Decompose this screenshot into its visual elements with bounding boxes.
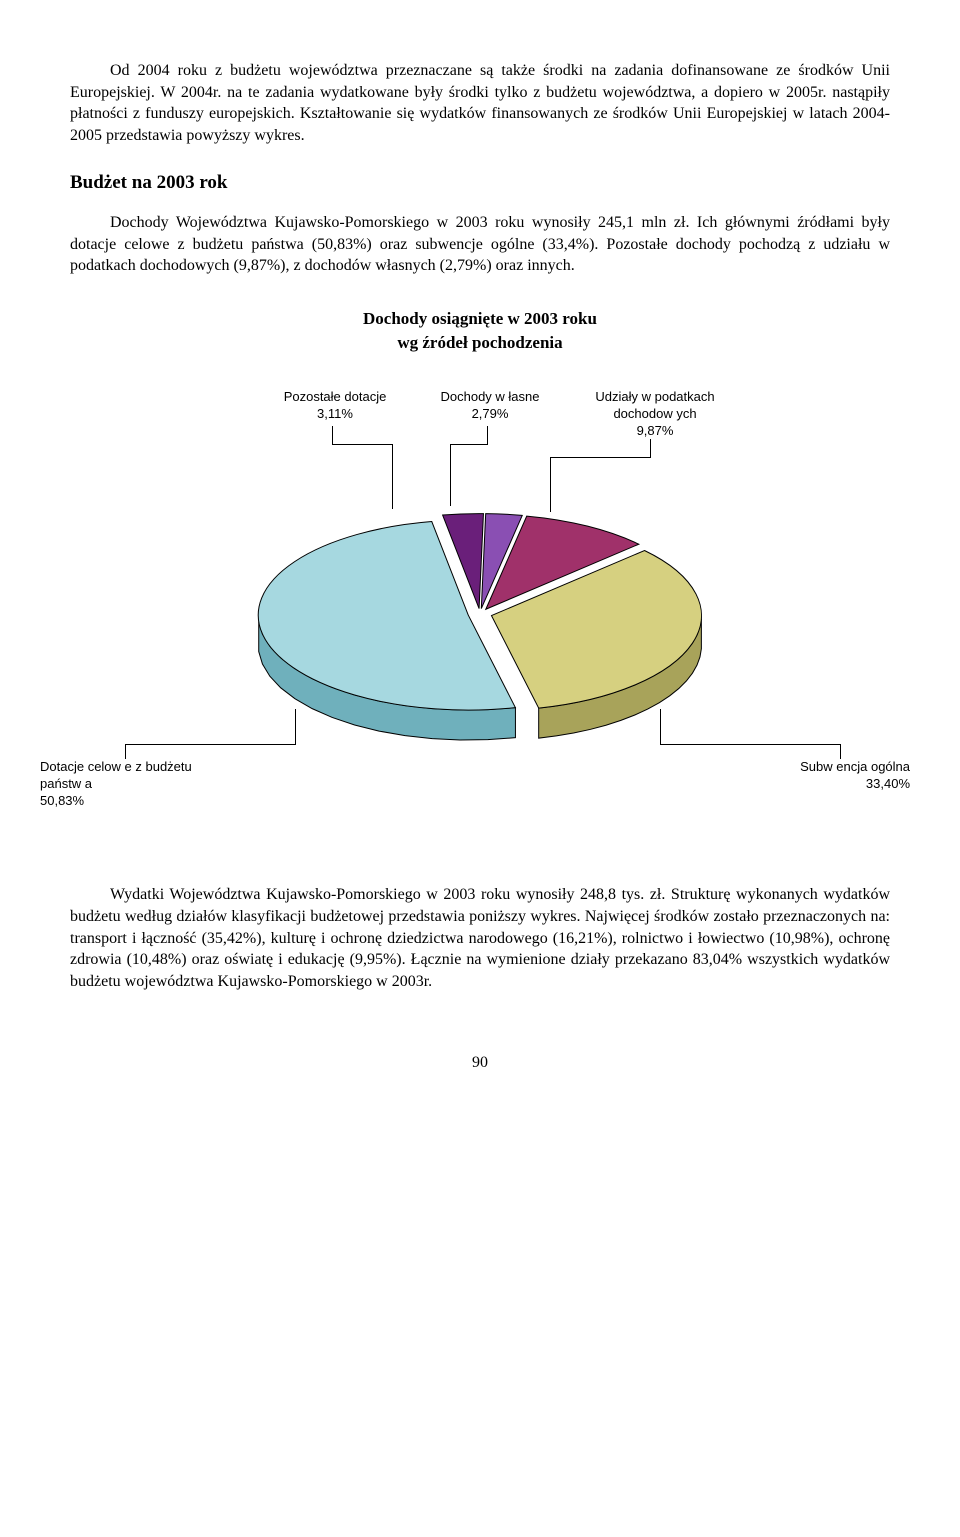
section-heading: Budżet na 2003 rok: [70, 170, 890, 196]
leader-line: [450, 444, 488, 445]
intro-paragraph: Od 2004 roku z budżetu województwa przez…: [70, 60, 890, 146]
leader-line: [487, 426, 488, 444]
leader-line: [660, 744, 841, 745]
leader-line: [125, 744, 295, 745]
expenses-paragraph: Wydatki Województwa Kujawsko-Pomorskiego…: [70, 884, 890, 992]
leader-line: [295, 709, 296, 745]
pie-svg-wrap: [230, 504, 730, 771]
leader-line: [332, 426, 333, 444]
chart-title: Dochody osiągnięte w 2003 roku wg źródeł…: [70, 307, 890, 355]
leader-line: [450, 444, 451, 506]
budget-paragraph: Dochody Województwa Kujawsko-Pomorskiego…: [70, 212, 890, 277]
page-number: 90: [70, 1052, 890, 1074]
label-pozostale: Pozostałe dotacje 3,11%: [265, 389, 405, 423]
leader-line: [550, 457, 651, 458]
label-dotacje-celowe: Dotacje celow e z budżetu państw a 50,83…: [40, 759, 240, 810]
leader-line: [332, 444, 392, 445]
pie-svg: [230, 504, 730, 764]
leader-line: [650, 439, 651, 457]
label-subwencja: Subw encja ogólna 33,40%: [740, 759, 910, 793]
leader-line: [125, 744, 126, 759]
chart-title-line1: Dochody osiągnięte w 2003 roku: [363, 309, 597, 328]
leader-line: [392, 444, 393, 509]
label-udzialy: Udziały w podatkach dochodow ych 9,87%: [575, 389, 735, 440]
pie-chart: Pozostałe dotacje 3,11% Dochody w łasne …: [70, 364, 890, 864]
leader-line: [660, 709, 661, 745]
chart-title-line2: wg źródeł pochodzenia: [397, 333, 562, 352]
leader-line: [840, 744, 841, 759]
label-dochody-wlasne: Dochody w łasne 2,79%: [425, 389, 555, 423]
